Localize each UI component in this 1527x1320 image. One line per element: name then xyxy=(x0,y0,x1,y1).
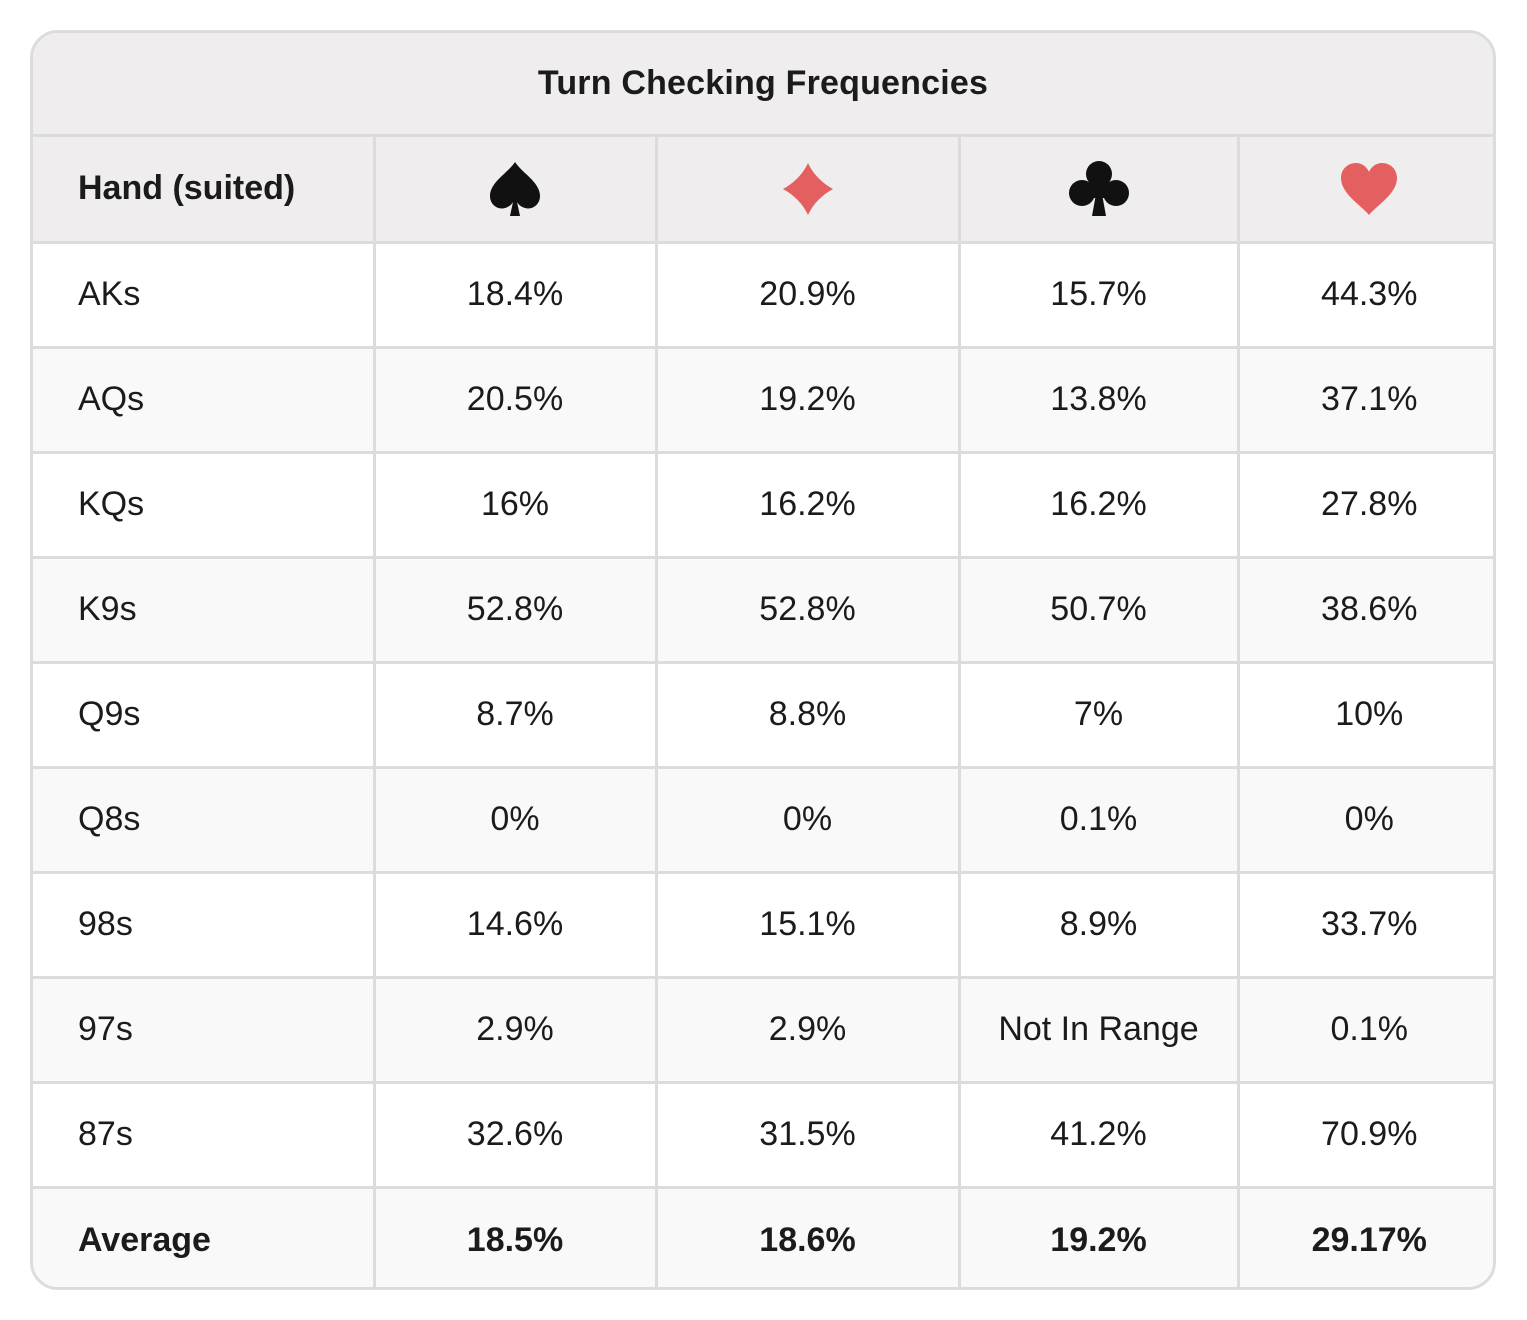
hand-cell: AQs xyxy=(33,347,376,454)
table-row-aks: AKs 18.4% 20.9% 15.7% 44.3% xyxy=(33,242,1493,349)
spade-column-header xyxy=(374,137,658,244)
frequency-table-card: Turn Checking Frequencies Hand (suited) xyxy=(30,30,1496,1290)
diamond-value-cell: 31.5% xyxy=(656,1082,961,1189)
heart-value-cell: 70.9% xyxy=(1238,1082,1493,1189)
diamond-value-cell: 2.9% xyxy=(656,977,961,1084)
diamond-value-cell: 0% xyxy=(656,767,961,874)
heart-value-cell: 0.1% xyxy=(1238,977,1493,1084)
header-row: Hand (suited) xyxy=(33,137,1493,244)
frequency-table: Hand (suited) xyxy=(33,137,1493,1287)
diamond-value-cell: 15.1% xyxy=(656,872,961,979)
heart-column-header xyxy=(1238,137,1493,244)
hand-cell: KQs xyxy=(33,452,376,559)
hand-cell: Q8s xyxy=(33,767,376,874)
table-row-k9s: K9s 52.8% 52.8% 50.7% 38.6% xyxy=(33,557,1493,664)
club-average-cell: 19.2% xyxy=(959,1187,1240,1287)
club-value-cell: 16.2% xyxy=(959,452,1240,559)
hand-cell: 97s xyxy=(33,977,376,1084)
table-row-98s: 98s 14.6% 15.1% 8.9% 33.7% xyxy=(33,872,1493,979)
club-value-cell: 13.8% xyxy=(959,347,1240,454)
hand-cell: AKs xyxy=(33,242,376,349)
club-value-cell: 15.7% xyxy=(959,242,1240,349)
spade-icon xyxy=(488,160,542,218)
title-bar: Turn Checking Frequencies xyxy=(33,33,1493,137)
heart-value-cell: 44.3% xyxy=(1238,242,1493,349)
club-column-header xyxy=(959,137,1240,244)
heart-value-cell: 10% xyxy=(1238,662,1493,769)
spade-value-cell: 2.9% xyxy=(374,977,658,1084)
diamond-value-cell: 8.8% xyxy=(656,662,961,769)
diamond-icon xyxy=(782,162,834,216)
diamond-value-cell: 16.2% xyxy=(656,452,961,559)
club-value-cell: 0.1% xyxy=(959,767,1240,874)
club-value-cell: 50.7% xyxy=(959,557,1240,664)
heart-value-cell: 0% xyxy=(1238,767,1493,874)
club-value-cell: 8.9% xyxy=(959,872,1240,979)
heart-value-cell: 33.7% xyxy=(1238,872,1493,979)
hand-column-header: Hand (suited) xyxy=(33,137,376,244)
heart-value-cell: 37.1% xyxy=(1238,347,1493,454)
club-value-cell: Not In Range xyxy=(959,977,1240,1084)
club-icon xyxy=(1068,160,1130,218)
table-row-q9s: Q9s 8.7% 8.8% 7% 10% xyxy=(33,662,1493,769)
table-title: Turn Checking Frequencies xyxy=(537,64,989,102)
spade-value-cell: 8.7% xyxy=(374,662,658,769)
spade-value-cell: 0% xyxy=(374,767,658,874)
spade-value-cell: 32.6% xyxy=(374,1082,658,1189)
table-row-q8s: Q8s 0% 0% 0.1% 0% xyxy=(33,767,1493,874)
club-value-cell: 41.2% xyxy=(959,1082,1240,1189)
spade-value-cell: 16% xyxy=(374,452,658,559)
hand-cell: 98s xyxy=(33,872,376,979)
average-label-cell: Average xyxy=(33,1187,376,1287)
table-row-kqs: KQs 16% 16.2% 16.2% 27.8% xyxy=(33,452,1493,559)
club-value-cell: 7% xyxy=(959,662,1240,769)
spade-value-cell: 20.5% xyxy=(374,347,658,454)
average-row: Average 18.5% 18.6% 19.2% 29.17% xyxy=(33,1187,1493,1287)
diamond-value-cell: 20.9% xyxy=(656,242,961,349)
table-row-97s: 97s 2.9% 2.9% Not In Range 0.1% xyxy=(33,977,1493,1084)
heart-icon xyxy=(1340,162,1398,216)
heart-value-cell: 27.8% xyxy=(1238,452,1493,559)
hand-cell: 87s xyxy=(33,1082,376,1189)
diamond-column-header xyxy=(656,137,961,244)
diamond-value-cell: 19.2% xyxy=(656,347,961,454)
spade-value-cell: 52.8% xyxy=(374,557,658,664)
hand-cell: K9s xyxy=(33,557,376,664)
heart-average-cell: 29.17% xyxy=(1238,1187,1493,1287)
table-row-aqs: AQs 20.5% 19.2% 13.8% 37.1% xyxy=(33,347,1493,454)
hand-cell: Q9s xyxy=(33,662,376,769)
table-row-87s: 87s 32.6% 31.5% 41.2% 70.9% xyxy=(33,1082,1493,1189)
diamond-average-cell: 18.6% xyxy=(656,1187,961,1287)
heart-value-cell: 38.6% xyxy=(1238,557,1493,664)
spade-average-cell: 18.5% xyxy=(374,1187,658,1287)
diamond-value-cell: 52.8% xyxy=(656,557,961,664)
spade-value-cell: 18.4% xyxy=(374,242,658,349)
spade-value-cell: 14.6% xyxy=(374,872,658,979)
